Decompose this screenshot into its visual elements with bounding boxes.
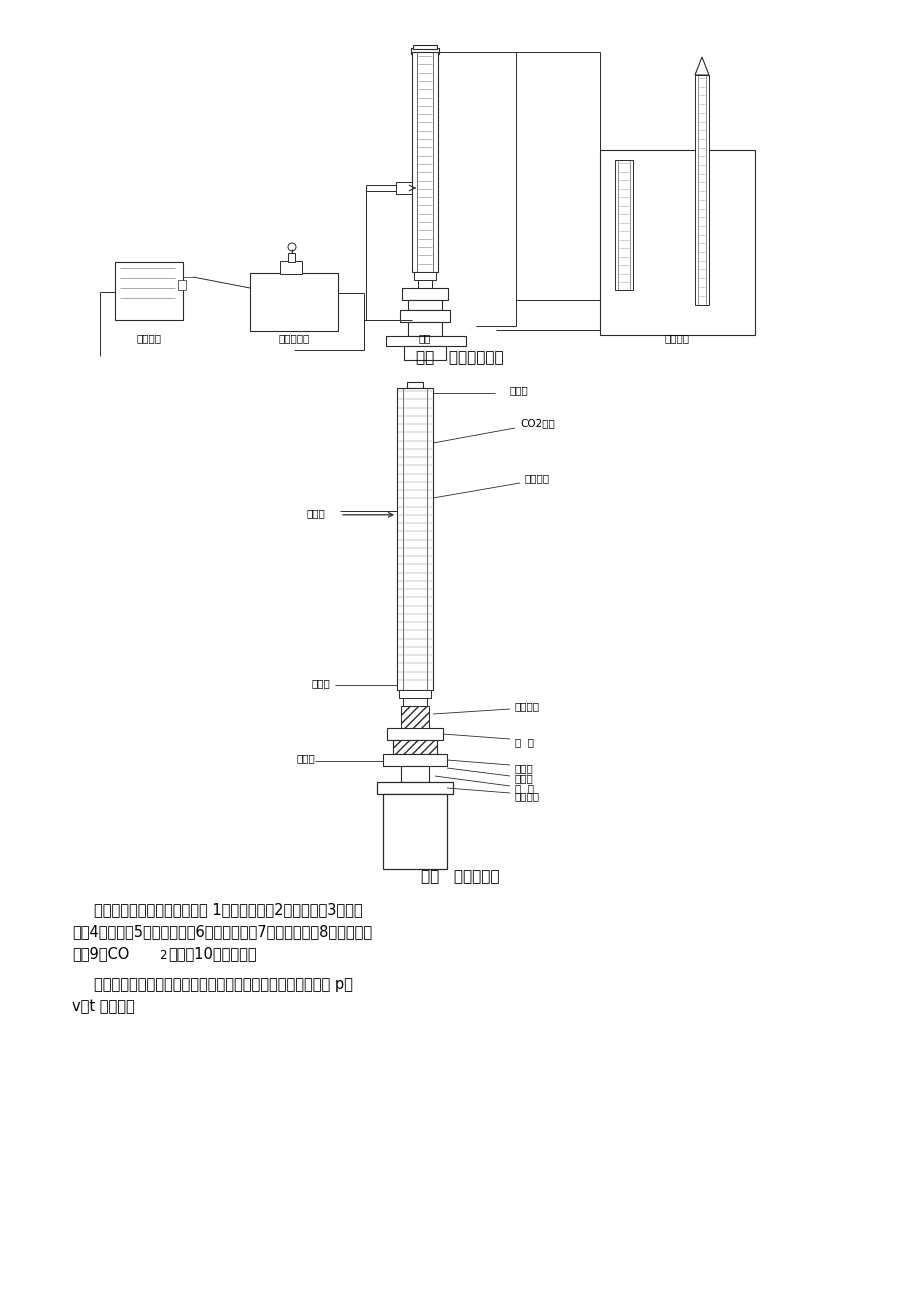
Bar [397,388,433,690]
Bar [279,260,301,273]
Bar [694,76,709,305]
Text: 试验台本体如图二所示。其中 1－高压容器；2－玻璃杯；3－压力: 试验台本体如图二所示。其中 1－高压容器；2－玻璃杯；3－压力 [94,902,362,917]
Bar [400,310,449,322]
Bar [407,322,441,336]
Text: 图一   试验台系统图: 图一 试验台系统图 [415,350,504,366]
Text: 恒温水: 恒温水 [509,385,528,395]
Text: 水  银: 水 银 [515,783,533,793]
Text: 承压玻璃: 承压玻璃 [525,473,550,483]
Bar [288,253,295,262]
Bar [177,280,186,290]
Text: 密封填料: 密封填料 [515,700,539,711]
Text: 恒温水泵: 恒温水泵 [664,333,688,342]
Text: CO2空间: CO2空间 [519,418,554,428]
Bar [401,706,428,728]
Text: 图二   试验台本体: 图二 试验台本体 [420,870,499,884]
Bar [599,150,754,335]
Text: 恒温水: 恒温水 [311,678,330,687]
Bar [387,728,443,740]
Bar [382,754,447,766]
Polygon shape [694,57,709,76]
Bar [406,381,423,388]
Bar [401,766,428,783]
Bar [413,46,437,49]
Bar [250,273,337,331]
Text: v、t 之间有：: v、t 之间有： [72,999,134,1014]
Text: 本体: 本体 [418,333,431,342]
Bar [392,740,437,754]
Text: 2: 2 [159,949,166,962]
Bar [386,336,466,346]
Bar [377,783,452,794]
Text: 压力油: 压力油 [515,763,533,773]
Bar [115,262,183,320]
Text: 对简单可压缩热力系统，当工质处于平衡状态时，其状态参数 p、: 对简单可压缩热力系统，当工质处于平衡状态时，其状态参数 p、 [94,976,353,992]
Bar [399,690,430,698]
Bar [412,52,437,272]
Bar [403,698,426,706]
Bar [402,288,448,299]
Text: 压力油: 压力油 [296,753,314,763]
Bar [407,299,441,310]
Text: 测温仪表: 测温仪表 [136,333,162,342]
Text: 热电偶: 热电偶 [306,508,324,518]
Bar [614,160,632,290]
Text: 手动油压机: 手动油压机 [278,333,310,342]
Bar [414,272,436,280]
Text: 玻璃杯: 玻璃杯 [515,773,533,783]
Bar [411,48,438,53]
Text: 高压容器: 高压容器 [515,792,539,801]
Text: 机；4－水银；5－密封填料；6－填料压盖；7－恒温水套；8－承压玻璃: 机；4－水银；5－密封填料；6－填料压盖；7－恒温水套；8－承压玻璃 [72,924,371,939]
Text: 杯；9－CO: 杯；9－CO [72,947,130,961]
Bar [417,280,432,288]
Bar [382,794,447,868]
Text: 空间；10－温度计。: 空间；10－温度计。 [168,947,256,961]
Text: 压  盖: 压 盖 [515,737,533,747]
Bar [403,346,446,359]
Bar [395,182,412,194]
